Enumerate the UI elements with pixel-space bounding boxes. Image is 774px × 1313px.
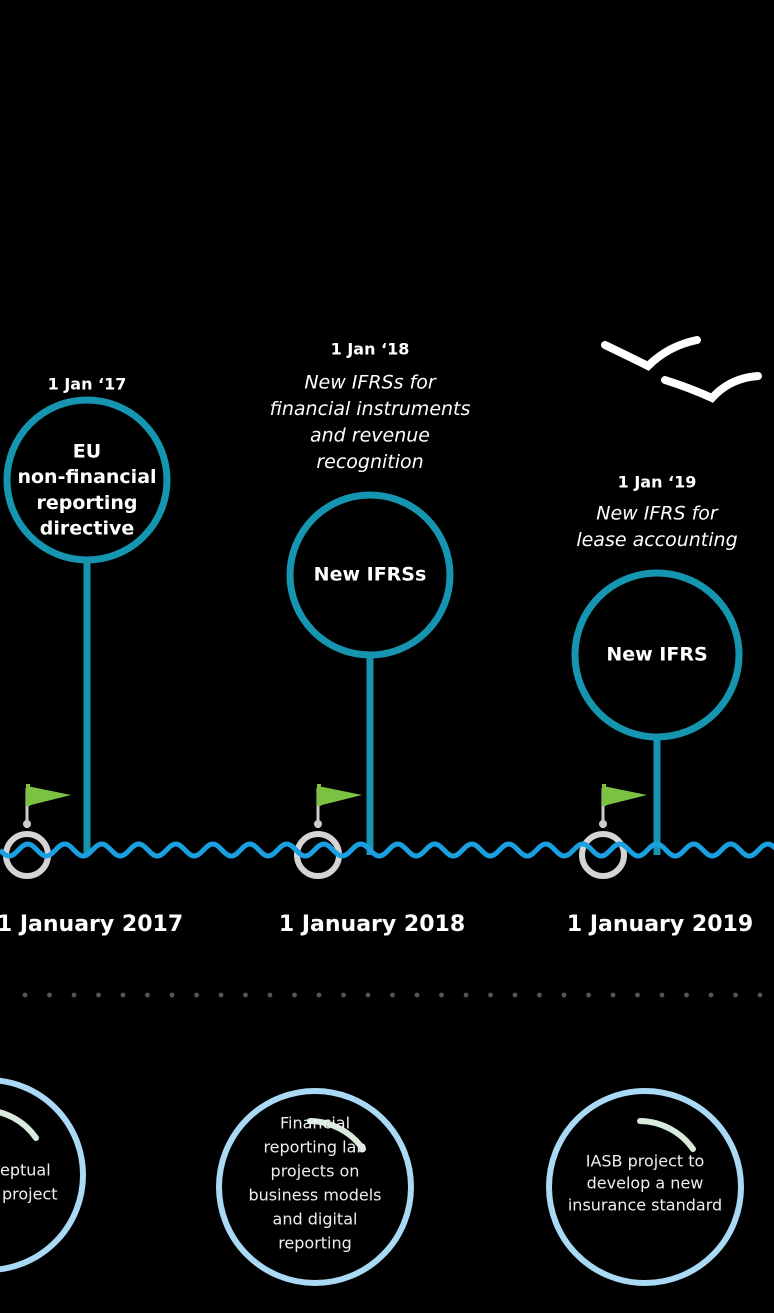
project-text: Financial — [280, 1114, 350, 1133]
dot — [169, 992, 175, 998]
dot — [414, 992, 420, 998]
milestone-circle — [3, 396, 171, 564]
dot — [267, 992, 273, 998]
dot — [194, 992, 199, 998]
project-text: develop a new — [587, 1174, 704, 1193]
date: 1 January 2018 — [279, 912, 465, 937]
wave — [0, 841, 774, 859]
dot — [708, 992, 714, 998]
project-text: business models — [249, 1186, 382, 1205]
dot — [22, 992, 28, 998]
dot — [243, 992, 248, 998]
dot — [684, 992, 689, 998]
dot — [537, 992, 542, 998]
buoy-joint — [314, 820, 322, 828]
milestone-circle — [571, 569, 743, 741]
short-date: 1 Jan ‘17 — [48, 375, 127, 394]
project-text: eptual — [0, 1161, 51, 1180]
dot — [733, 992, 738, 998]
milestone-label: EU — [73, 441, 101, 463]
buoy-joint — [599, 820, 607, 828]
dot — [47, 992, 52, 998]
short-date: 1 Jan ‘18 — [331, 340, 410, 359]
date: 1 January 2017 — [0, 912, 183, 937]
milestone-label: reporting — [36, 492, 137, 514]
dot — [463, 992, 469, 998]
note: lease accounting — [576, 529, 737, 551]
project-circle — [546, 1088, 744, 1286]
dot — [365, 992, 371, 998]
dot — [71, 992, 77, 998]
note: recognition — [316, 451, 423, 473]
dot — [488, 992, 493, 998]
project-text: and digital — [273, 1210, 358, 1229]
dot — [586, 992, 591, 998]
project-arc — [307, 1118, 366, 1152]
dot — [120, 992, 126, 998]
flag-mast — [26, 784, 30, 806]
milestone-circle — [286, 491, 454, 659]
dot — [439, 992, 444, 998]
flag-mast — [602, 784, 606, 806]
project-circle — [216, 1088, 414, 1286]
dot — [561, 992, 567, 998]
flag — [27, 786, 71, 806]
project-arc — [637, 1118, 696, 1152]
dot — [316, 992, 322, 998]
note: financial instruments — [270, 398, 471, 420]
flag — [318, 786, 362, 806]
short-date: 1 Jan ‘19 — [618, 473, 697, 492]
dot — [390, 992, 395, 998]
buoy-ring — [579, 831, 627, 879]
dot — [341, 992, 346, 998]
project-text: IASB project to — [586, 1152, 705, 1171]
flag-mast — [317, 784, 321, 806]
note: and revenue — [310, 425, 430, 447]
milestone-label: New IFRSs — [314, 564, 427, 586]
dot — [218, 992, 224, 998]
dot — [635, 992, 640, 998]
milestone-label: directive — [40, 518, 135, 540]
dot — [292, 992, 297, 998]
project-text: reporting — [278, 1234, 352, 1253]
project-text: project — [2, 1185, 58, 1204]
project-text: insurance standard — [568, 1196, 722, 1215]
project-arc — [0, 1109, 39, 1141]
milestone-label: New IFRS — [606, 644, 707, 666]
dot — [96, 992, 101, 998]
project-text: projects on — [271, 1162, 360, 1181]
buoy-joint — [23, 820, 31, 828]
flag — [603, 786, 647, 806]
date: 1 January 2019 — [567, 912, 753, 937]
bird — [661, 372, 762, 403]
dot — [512, 992, 518, 998]
project-text: reporting lab — [263, 1138, 366, 1157]
dot — [659, 992, 665, 998]
note: New IFRS for — [596, 503, 719, 525]
dot — [757, 992, 763, 998]
milestone-label: non-financial — [17, 466, 156, 488]
dot — [145, 992, 150, 998]
dot — [610, 992, 616, 998]
project-circle — [0, 1077, 86, 1273]
note: New IFRSs for — [304, 372, 437, 394]
bird — [601, 336, 701, 371]
